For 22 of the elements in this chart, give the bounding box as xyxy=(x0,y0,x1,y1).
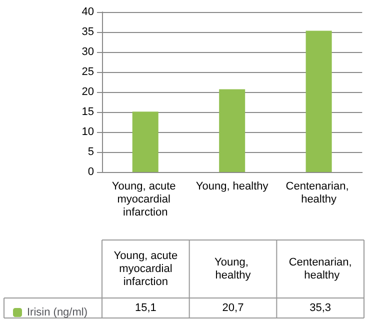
y-tick-label: 25 xyxy=(82,66,94,78)
category-label: Young, acute myocardial infarction xyxy=(114,250,178,288)
y-tick-label: 40 xyxy=(82,6,94,18)
x-tick-label: Young, acute myocardial infarction xyxy=(112,180,179,218)
category-label: Centenarian, healthy xyxy=(288,256,352,282)
y-tick-label: 35 xyxy=(82,26,94,38)
data-label: 35,3 xyxy=(310,302,332,314)
x-tick-label: Young, healthy xyxy=(196,180,269,192)
y-tick-label: 10 xyxy=(82,126,94,138)
legend-label: Irisin (ng/ml) xyxy=(27,306,88,318)
x-tick-label: Centenarian, healthy xyxy=(286,180,352,206)
y-tick-label: 20 xyxy=(82,86,94,98)
y-tick-label: 0 xyxy=(88,166,94,178)
y-tick-label: 5 xyxy=(88,146,94,158)
category-label: Young, healthy xyxy=(214,256,251,282)
y-tick-label: 30 xyxy=(82,46,94,58)
data-label: 15,1 xyxy=(134,302,156,314)
y-tick-label: 15 xyxy=(82,106,94,118)
bar xyxy=(219,89,246,172)
bar xyxy=(132,112,158,172)
data-label: 20,7 xyxy=(222,302,244,314)
bar xyxy=(306,30,332,172)
